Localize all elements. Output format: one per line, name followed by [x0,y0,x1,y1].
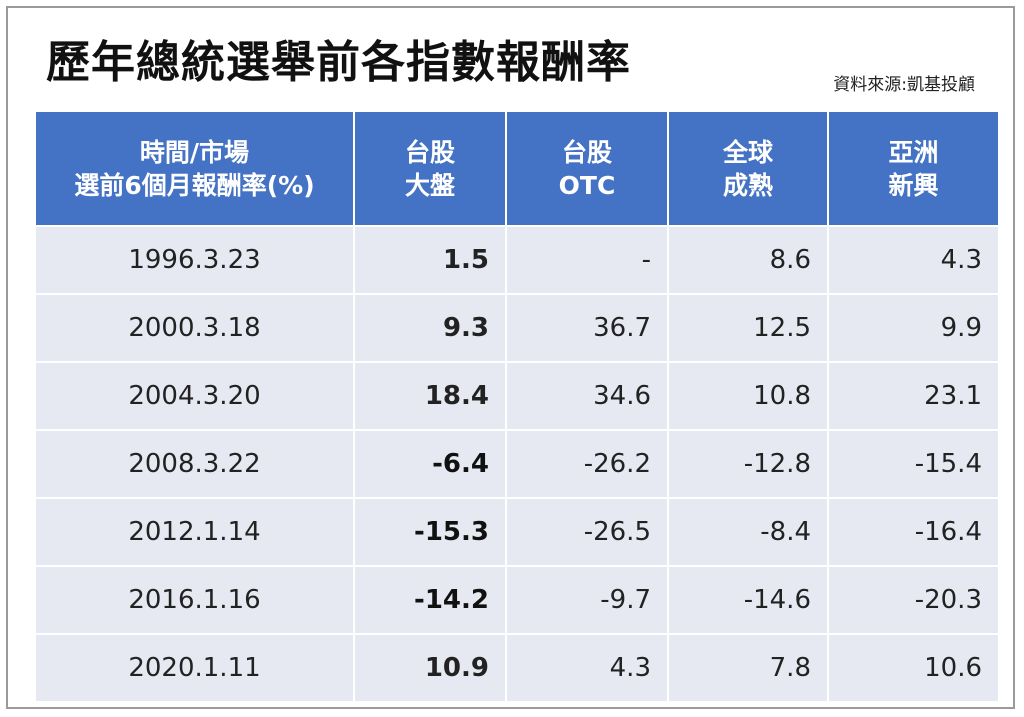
asia-emerging-value: 10.6 [828,633,998,701]
taiex-value: 10.9 [354,633,507,701]
asia-emerging-value: -20.3 [828,565,998,634]
header-otc-line-2: OTC [558,170,616,200]
otc-value: -26.5 [506,497,669,566]
returns-table: 時間/市場 選前6個月報酬率(%) 台股 大盤 台股 OTC 全球 成熟 亞洲 [36,112,998,701]
table-body: 1996.3.23 1.5-8.6 4.3 2000.3.18 9.3 36.7 12.5 9… [36,225,998,701]
taiex-value: 9.3 [354,293,507,362]
row-date: 2016.1.16 [36,565,355,634]
table-row: 2004.3.20 18.4 34.6 10.8 23.1 [36,361,998,430]
global-developed-value: -8.4 [668,497,829,566]
row-date: 2012.1.14 [36,497,355,566]
asia-emerging-value: 23.1 [828,361,998,430]
global-developed-value: 12.5 [668,293,829,362]
row-date: 2020.1.11 [36,633,355,701]
header-global-developed: 全球 成熟 [668,112,829,226]
table-row: 2012.1.14 -15.3 -26.5 -8.4 -16.4 [36,497,998,566]
header-period-line-1: 時間/市場 [139,137,250,167]
table-row: 2016.1.16 -14.2 -9.7 -14.6 -20.3 [36,565,998,634]
otc-value: 34.6 [506,361,669,430]
header-asia-line-1: 亞洲 [888,137,939,167]
taiex-value: -14.2 [354,565,507,634]
table-row: 2008.3.22 -6.4 -26.2 -12.8 -15.4 [36,429,998,498]
asia-emerging-value: -15.4 [828,429,998,498]
header-global-line-1: 全球 [722,137,773,167]
otc-value: - [506,225,669,294]
global-developed-value: 10.8 [668,361,829,430]
header-period-line-2: 選前6個月報酬率(%) [74,170,315,200]
source-note: 資料來源:凱基投顧 [833,75,975,95]
global-developed-value: -14.6 [668,565,829,634]
taiex-value: 18.4 [354,361,507,430]
header-row: 時間/市場 選前6個月報酬率(%) 台股 大盤 台股 OTC 全球 成熟 亞洲 [36,112,998,226]
row-date: 2008.3.22 [36,429,355,498]
header-taiex: 台股 大盤 [354,112,507,226]
header-taiex-line-1: 台股 [404,137,455,167]
row-date: 2000.3.18 [36,293,355,362]
header-global-line-2: 成熟 [722,170,773,200]
table-row: 2000.3.18 9.3 36.7 12.5 9.9 [36,293,998,362]
header-otc: 台股 OTC [506,112,669,226]
global-developed-value: 7.8 [668,633,829,701]
header-asia-emerging: 亞洲 新興 [828,112,998,226]
table-row: 2020.1.11 10.9 4.3 7.8 10.6 [36,633,998,701]
taiex-value: 1.5 [354,225,507,294]
asia-emerging-value: 9.9 [828,293,998,362]
chart-title: 歷年總統選舉前各指數報酬率 [46,37,631,88]
asia-emerging-value: 4.3 [828,225,998,294]
row-date: 2004.3.20 [36,361,355,430]
global-developed-value: 8.6 [668,225,829,294]
table-row: 1996.3.23 1.5-8.6 4.3 [36,225,998,294]
header-period: 時間/市場 選前6個月報酬率(%) [36,112,355,226]
asia-emerging-value: -16.4 [828,497,998,566]
taiex-value: -6.4 [354,429,507,498]
row-date: 1996.3.23 [36,225,355,294]
otc-value: -26.2 [506,429,669,498]
otc-value: -9.7 [506,565,669,634]
taiex-value: -15.3 [354,497,507,566]
header-asia-line-2: 新興 [888,170,939,200]
header-taiex-line-2: 大盤 [404,170,455,200]
header-otc-line-1: 台股 [561,137,612,167]
figure-frame: 歷年總統選舉前各指數報酬率 資料來源:凱基投顧 時間/市場 選前6個月報酬率(%… [6,6,1015,709]
otc-value: 36.7 [506,293,669,362]
global-developed-value: -12.8 [668,429,829,498]
otc-value: 4.3 [506,633,669,701]
